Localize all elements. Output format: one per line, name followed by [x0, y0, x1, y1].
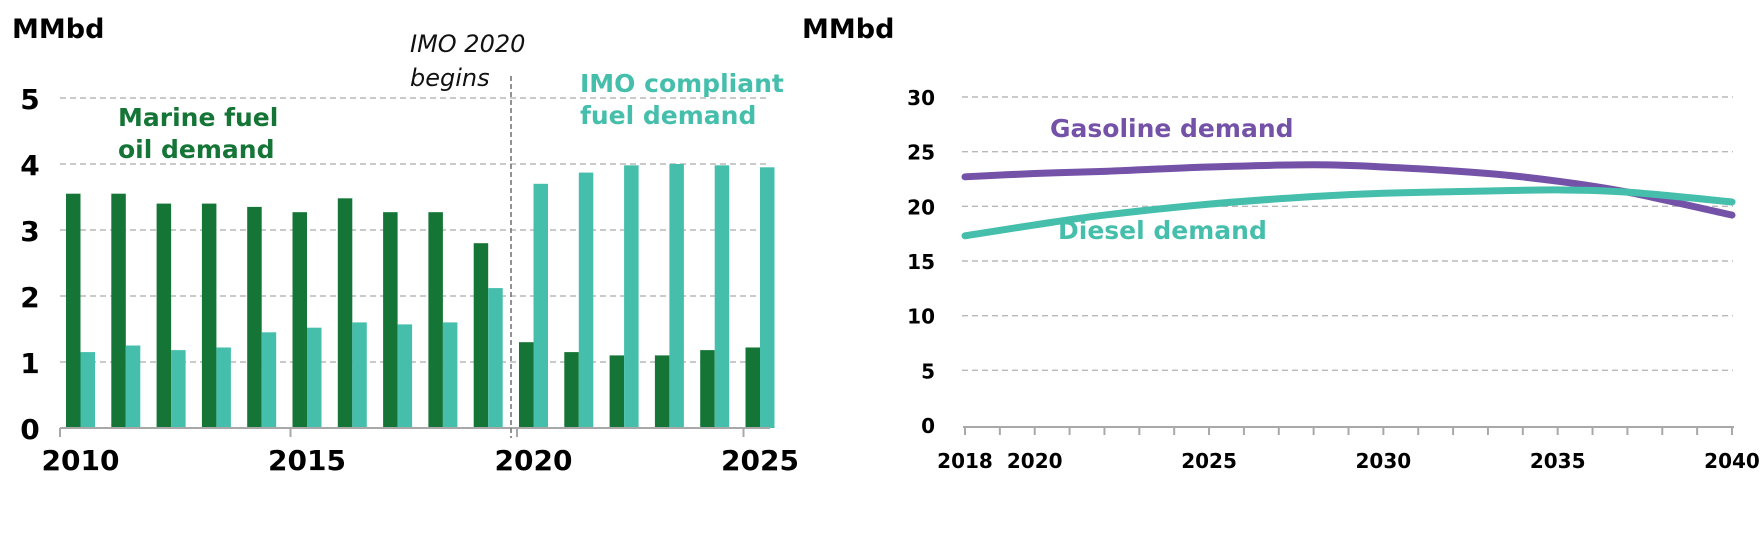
right-y-tick-label: 10: [907, 305, 935, 329]
right-y-tick-label: 30: [907, 86, 935, 110]
left-x-tick-label: 2015: [268, 444, 346, 477]
marine-fuel-label-line2: oil demand: [118, 135, 274, 164]
diesel-demand-line: [961, 186, 1736, 240]
imo-annotation-line2: begins: [410, 64, 490, 92]
imo-compliant-bar-2016: [352, 322, 367, 428]
right-y-tick-label: 0: [921, 414, 935, 438]
marine-fuel-bar-2022: [609, 355, 625, 428]
imo-compliant-bar-2025: [760, 167, 775, 429]
right-x-tick-label: 2025: [1181, 449, 1237, 473]
left-unit-label: MMbd: [12, 14, 104, 45]
left-y-tick-label: 0: [20, 413, 39, 446]
gasoline-demand-line: [961, 161, 1736, 219]
left-y-tick-label: 1: [20, 347, 39, 380]
left-x-tick-label: 2025: [721, 444, 799, 477]
imo-compliant-label-line1: IMO compliant: [580, 69, 784, 98]
right-x-tick-label: 2030: [1356, 449, 1412, 473]
marine-fuel-bar-2019: [473, 243, 489, 428]
marine-fuel-bar-2015: [292, 212, 307, 428]
marine-fuel-bar-2023: [654, 355, 670, 428]
diesel-label: Diesel demand: [1058, 216, 1267, 245]
imo-compliant-bar-2024: [714, 165, 730, 428]
marine-fuel-bar-2011: [111, 193, 126, 428]
right-y-tick-label: 20: [907, 195, 935, 219]
marine-fuel-chart: MMbd 0 1 2 3 4 5 2010 2015 2020 2025 IMO 2020 be…: [12, 14, 799, 477]
imo-annotation-line1: IMO 2020: [410, 30, 525, 58]
marine-fuel-bar-2017: [383, 212, 398, 428]
right-x-tick-label: 2018: [937, 449, 993, 473]
imo-compliant-bar-2022: [624, 165, 639, 428]
imo-compliant-bar-2015: [307, 327, 322, 428]
left-y-tick-label: 4: [20, 149, 39, 182]
marine-fuel-label-line1: Marine fuel: [118, 103, 278, 132]
imo-compliant-bar-2021: [578, 172, 594, 428]
right-x-tick-label: 2020: [1007, 449, 1063, 473]
marine-fuel-bar-2018: [428, 212, 443, 428]
left-x-tick-label: 2020: [495, 444, 573, 477]
imo-compliant-bar-2011: [125, 345, 141, 428]
right-x-tick-label: 2040: [1704, 449, 1760, 473]
imo-compliant-bar-2014: [261, 332, 277, 428]
marine-fuel-bar-2025: [745, 347, 760, 428]
imo-compliant-bar-2010: [80, 352, 95, 428]
right-y-tick-label: 5: [921, 359, 935, 383]
left-y-tick-label: 3: [20, 215, 39, 248]
right-unit-label: MMbd: [802, 14, 894, 45]
marine-fuel-bar-2020: [519, 342, 534, 428]
left-y-tick-label: 2: [20, 281, 39, 314]
marine-fuel-bar-2021: [564, 352, 579, 428]
imo-compliant-bar-2012: [171, 350, 186, 428]
marine-fuel-bar-2016: [337, 198, 353, 428]
imo-compliant-bar-2020: [533, 183, 548, 428]
left-y-tick-label: 5: [20, 83, 39, 116]
right-x-tick-label: 2035: [1530, 449, 1586, 473]
imo-compliant-bar-2017: [397, 324, 413, 428]
imo-compliant-bar-2013: [216, 347, 231, 428]
imo-compliant-label-line2: fuel demand: [580, 101, 756, 130]
marine-fuel-bar-2013: [201, 203, 217, 428]
imo-compliant-bar-2018: [442, 322, 458, 428]
imo-compliant-bar-2019: [488, 288, 503, 428]
right-y-tick-label: 15: [907, 250, 935, 274]
right-y-tick-label: 25: [907, 141, 935, 165]
gasoline-label: Gasoline demand: [1050, 114, 1294, 143]
marine-fuel-bar-2010: [66, 193, 81, 428]
marine-fuel-bar-2014: [247, 206, 262, 428]
imo-compliant-bar-2023: [669, 164, 684, 428]
left-x-tick-label: 2010: [42, 444, 120, 477]
marine-fuel-bar-2012: [156, 203, 172, 428]
marine-fuel-bar-2024: [700, 350, 715, 428]
